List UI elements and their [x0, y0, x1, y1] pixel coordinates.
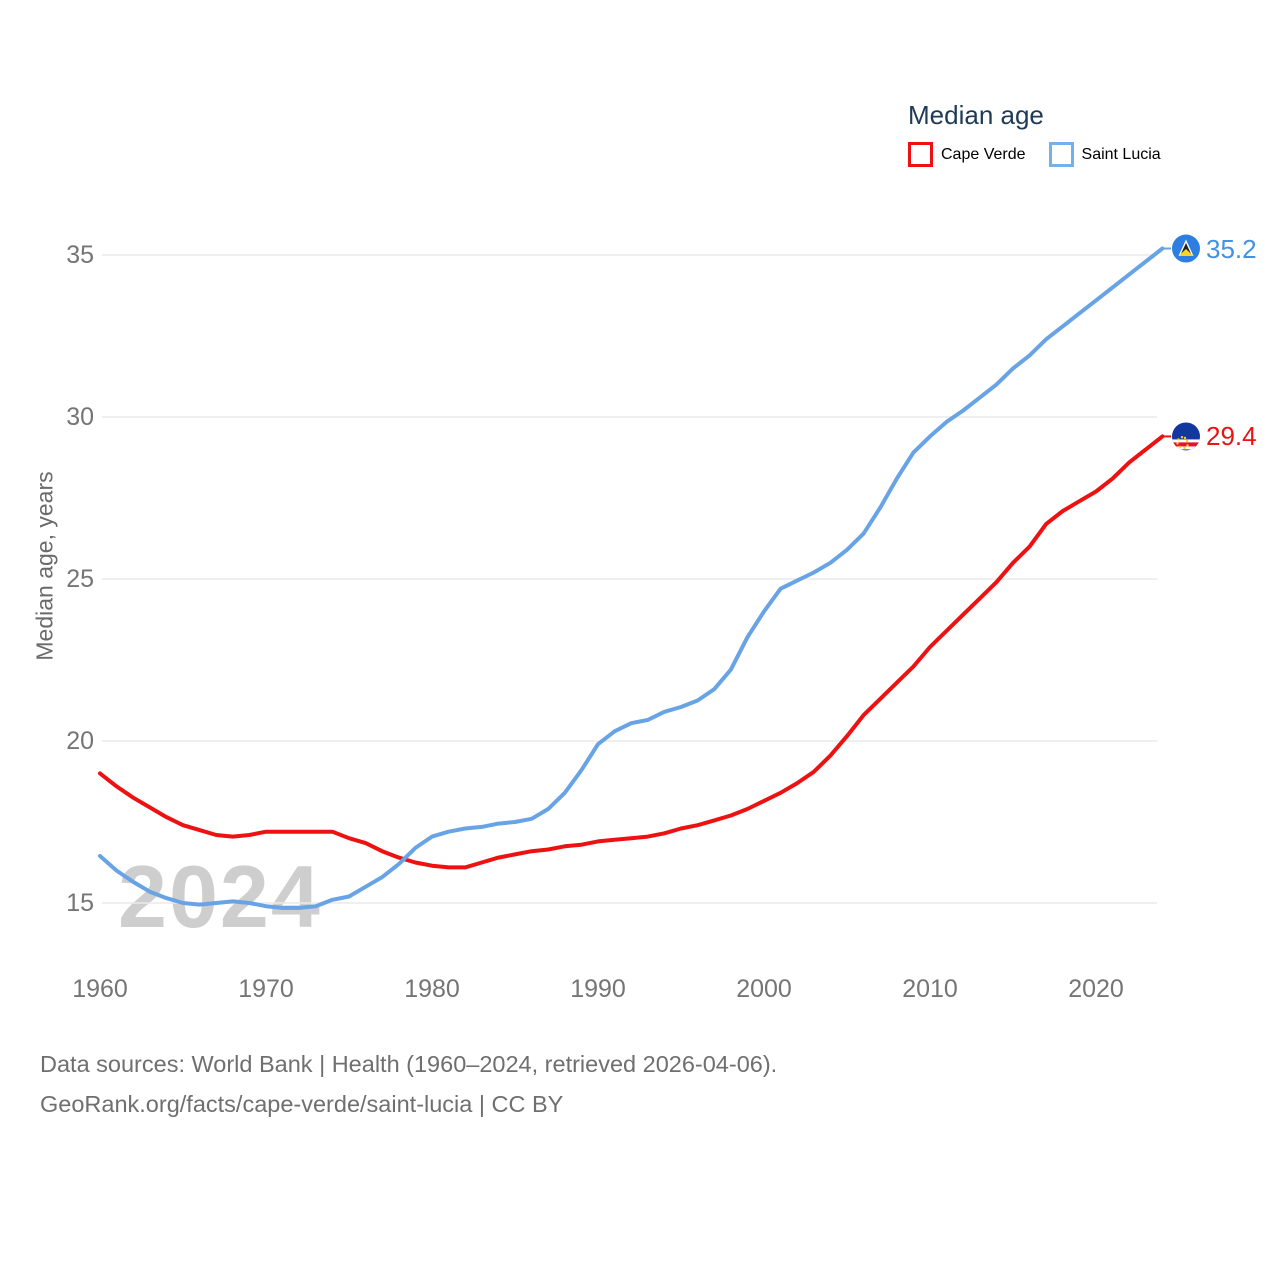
cape-verde-flag-marker: [1172, 422, 1200, 451]
saint-lucia-swatch-icon: [1048, 142, 1074, 167]
x-tick-label: 2020: [1068, 975, 1124, 1003]
line-cape-verde: [98, 434, 1165, 870]
cape-verde-end-value: 29.4: [1206, 421, 1257, 452]
x-tick-label: 1970: [238, 975, 294, 1003]
legend-title: Median age: [908, 100, 1044, 130]
legend-item-cape-verde[interactable]: Cape Verde: [908, 142, 1026, 167]
series-paths: [98, 246, 1171, 910]
x-tick-label: 2000: [736, 975, 792, 1003]
line-saint-lucia: [98, 246, 1165, 910]
legend-item-saint-lucia[interactable]: Saint Lucia: [1048, 142, 1161, 167]
y-tick-label: 30: [66, 403, 94, 431]
x-tick-label: 1960: [72, 975, 128, 1003]
data-sources-line: Data sources: World Bank | Health (1960–…: [40, 1051, 778, 1077]
legend-label-cape-verde: Cape Verde: [941, 145, 1026, 163]
y-tick-label: 35: [66, 241, 94, 269]
y-tick-label: 15: [66, 889, 94, 917]
attribution-line: GeoRank.org/facts/cape-verde/saint-lucia…: [40, 1091, 564, 1117]
footer: Data sources: World Bank | Health (1960–…: [40, 1044, 777, 1124]
legend: Median age Cape Verde Saint Lucia: [908, 100, 1161, 167]
watermark-year: 2024: [118, 847, 322, 946]
saint-lucia-end-value: 35.2: [1206, 233, 1257, 264]
gridlines: [102, 254, 1157, 904]
legend-label-saint-lucia: Saint Lucia: [1081, 145, 1161, 163]
cape-verde-swatch-icon: [908, 142, 933, 167]
y-tick-label: 20: [66, 727, 94, 755]
x-tick-label: 2010: [902, 975, 958, 1003]
x-tick-label: 1980: [404, 975, 460, 1003]
y-tick-label: 25: [66, 565, 94, 593]
saint-lucia-flag-marker: [1172, 234, 1200, 263]
cape-verde-stars: [1176, 436, 1189, 450]
x-tick-label: 1990: [570, 975, 626, 1003]
